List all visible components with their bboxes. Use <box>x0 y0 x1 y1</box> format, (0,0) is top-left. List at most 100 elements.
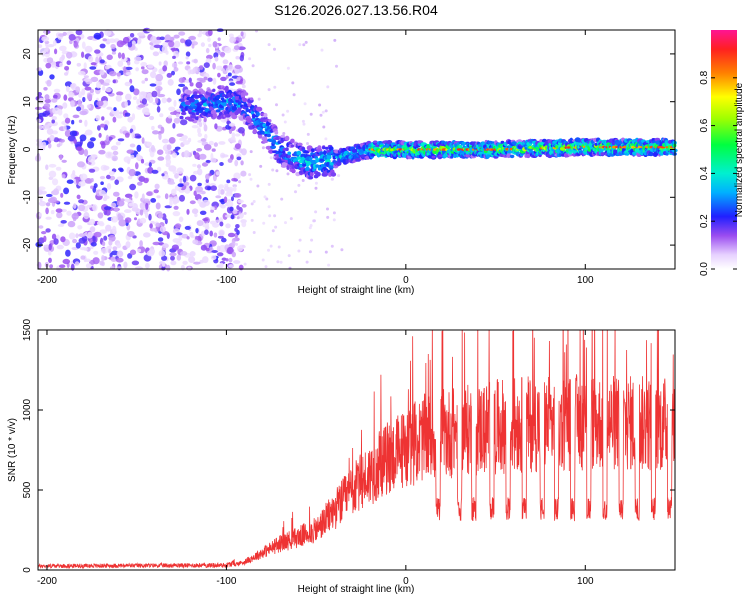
heatmap-cell <box>222 59 229 65</box>
heatmap-cell <box>90 178 94 183</box>
heatmap-cell <box>188 256 196 263</box>
heatmap-cell <box>212 113 218 118</box>
heatmap-cell <box>203 117 207 123</box>
heatmap-cell <box>47 143 52 149</box>
heatmap-cell <box>202 199 210 207</box>
heatmap-cell <box>72 114 80 119</box>
heatmap-cell <box>335 64 338 68</box>
heatmap-cell <box>96 81 101 89</box>
heatmap-cell <box>240 160 244 166</box>
heatmap-cell <box>240 148 247 156</box>
heatmap-cell <box>171 188 177 196</box>
heatmap-cell <box>289 217 293 221</box>
heatmap-cell <box>66 210 72 216</box>
heatmap-cell <box>314 181 318 185</box>
heatmap-cell <box>228 257 233 263</box>
heatmap-cell <box>127 61 131 66</box>
heatmap-cell <box>62 102 68 109</box>
heatmap-cell <box>226 179 231 184</box>
heatmap-cell <box>228 128 233 135</box>
heatmap-cell <box>280 134 286 138</box>
heatmap-cell <box>99 59 105 64</box>
heatmap-cell <box>164 34 172 42</box>
heatmap-cell <box>196 111 200 116</box>
heatmap-cell <box>45 207 49 215</box>
heatmap-cell <box>84 45 93 53</box>
heatmap-cell <box>182 260 188 265</box>
heatmap-cell <box>171 244 179 251</box>
heatmap-cell <box>204 133 208 140</box>
heatmap-cell <box>174 40 181 48</box>
heatmap-cell <box>116 200 125 207</box>
heatmap-cell <box>151 90 158 98</box>
heatmap-cell <box>195 81 203 89</box>
heatmap-cell <box>251 64 255 68</box>
heatmap-cell <box>526 153 531 159</box>
heatmap-cell <box>109 71 117 77</box>
heatmap-cell <box>237 127 245 134</box>
heatmap-cell <box>320 48 324 52</box>
x-tick-label: -200 <box>37 275 57 286</box>
heatmap-cell <box>199 65 204 70</box>
heatmap-cell <box>238 211 242 215</box>
heatmap-cell <box>500 140 505 144</box>
heatmap-cell <box>197 127 201 134</box>
heatmap-cell <box>130 154 135 159</box>
heatmap-cell <box>324 250 328 254</box>
heatmap-cell <box>173 34 180 39</box>
heatmap-cell <box>139 217 147 224</box>
heatmap-cell <box>136 144 142 152</box>
heatmap-cell <box>228 101 232 106</box>
heatmap-cell <box>155 222 161 228</box>
heatmap-cell <box>108 248 112 254</box>
heatmap-cell <box>63 125 67 132</box>
heatmap-cell <box>243 211 247 215</box>
heatmap-cell <box>80 173 88 181</box>
heatmap-cell <box>67 220 76 228</box>
heatmap-cell <box>305 166 310 172</box>
heatmap-cell <box>173 117 181 124</box>
heatmap-cell <box>87 141 95 149</box>
y-tick-label: 10 <box>22 96 33 108</box>
heatmap-cell <box>128 202 134 207</box>
heatmap-cell <box>64 66 70 71</box>
heatmap-cell <box>83 62 87 70</box>
heatmap-cell <box>111 155 118 162</box>
heatmap-cell <box>426 144 430 149</box>
heatmap-cell <box>261 258 265 262</box>
heatmap-cell <box>176 133 184 137</box>
heatmap-cell <box>180 264 185 271</box>
heatmap-cell <box>264 265 268 269</box>
heatmap-cell <box>219 262 224 269</box>
heatmap-cell <box>322 125 326 129</box>
heatmap-cell <box>226 188 233 195</box>
heatmap-cell <box>53 88 61 93</box>
heatmap-cell <box>221 237 227 243</box>
heatmap-cell <box>242 244 245 248</box>
heatmap-cell <box>149 150 155 158</box>
heatmap-cell <box>198 118 202 122</box>
heatmap-cell <box>37 44 43 49</box>
heatmap-cell <box>234 193 242 198</box>
heatmap-cell <box>109 175 116 181</box>
heatmap-cell <box>170 255 175 261</box>
heatmap-cell <box>106 245 113 250</box>
heatmap-cell <box>65 249 71 257</box>
heatmap-cell <box>267 182 271 186</box>
heatmap-cell <box>277 245 281 249</box>
colorbar: 0.0 0.2 0.4 0.6 0.8 Normalized spectral ampl… <box>699 30 745 276</box>
heatmap-cell <box>291 165 296 169</box>
heatmap-cell <box>183 181 190 186</box>
heatmap-cell <box>225 258 229 262</box>
heatmap-cell <box>240 170 247 177</box>
heatmap-cell <box>146 250 155 257</box>
heatmap-cell <box>311 148 315 153</box>
heatmap-cell <box>55 208 63 213</box>
heatmap-cell <box>230 214 235 220</box>
spectrogram-y-ticks: -20 -10 0 10 20 <box>22 48 675 252</box>
heatmap-cell <box>203 124 208 132</box>
heatmap-cell <box>268 149 274 154</box>
heatmap-cell <box>290 144 295 148</box>
heatmap-cell <box>56 244 64 250</box>
